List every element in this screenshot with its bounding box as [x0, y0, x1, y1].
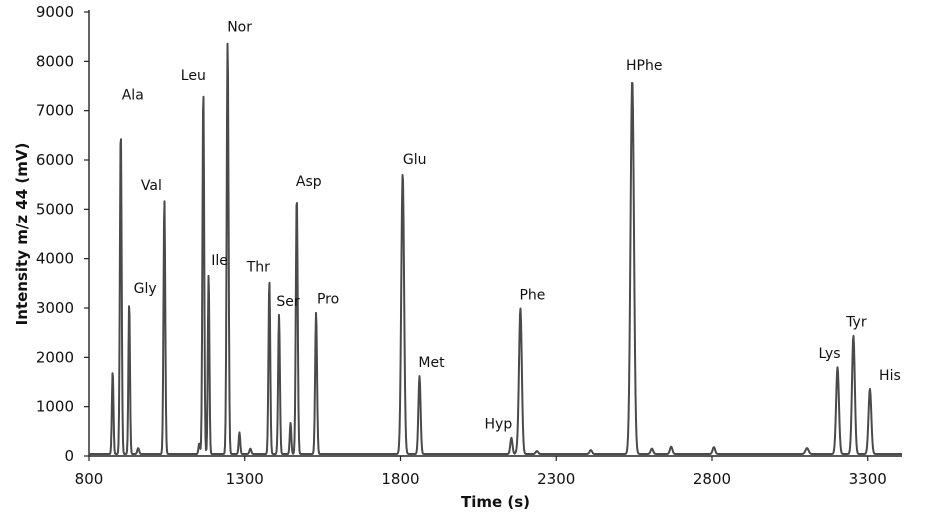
y-tick-label: 5000	[36, 200, 74, 218]
y-axis-title: Intensity m/z 44 (mV)	[13, 143, 31, 326]
peak-label-leu: Leu	[181, 68, 206, 84]
peak-label-ser: Ser	[276, 294, 300, 310]
x-axis-title: Time (s)	[461, 493, 530, 511]
y-axis-ticks: 0 1000 2000 3000 4000 5000 6000 7000 8000 9000	[36, 3, 89, 465]
y-tick-label: 3000	[36, 299, 74, 317]
peak-label-gly: Gly	[134, 281, 157, 297]
peak-label-asp: Asp	[296, 174, 322, 190]
peak-label-hphe: HPhe	[626, 58, 662, 74]
peak-label-ile: Ile	[211, 253, 228, 269]
peak-label-hyp: Hyp	[485, 417, 513, 433]
peak-label-his: His	[879, 368, 901, 384]
x-tick-label: 3300	[849, 470, 887, 488]
peak-label-glu: Glu	[403, 152, 427, 168]
peak-label-tyr: Tyr	[845, 315, 867, 331]
peak-label-val: Val	[141, 178, 162, 194]
y-tick-label: 1000	[36, 398, 74, 416]
y-tick-label: 0	[64, 447, 74, 465]
peak-label-lys: Lys	[818, 346, 840, 362]
x-tick-label: 800	[75, 470, 104, 488]
peak-label-phe: Phe	[519, 287, 545, 303]
peak-label-pro: Pro	[317, 291, 339, 307]
y-tick-label: 6000	[36, 151, 74, 169]
peak-label-met: Met	[418, 355, 445, 371]
y-tick-label: 8000	[36, 52, 74, 70]
x-axis-ticks: 800 1300 1800 2300 2800 3300	[75, 456, 887, 488]
x-tick-label: 2300	[537, 470, 575, 488]
x-tick-label: 2800	[693, 470, 731, 488]
peak-label-thr: Thr	[246, 259, 270, 275]
x-tick-label: 1800	[381, 470, 419, 488]
peak-labels: Ala Gly Val Leu Ile Nor Thr Ser Asp Pro Glu Met Hyp P…	[122, 20, 901, 433]
chromatogram-trace	[88, 42, 903, 455]
y-tick-label: 4000	[36, 250, 74, 268]
y-tick-label: 2000	[36, 348, 74, 366]
peak-label-ala: Ala	[122, 87, 144, 103]
y-tick-label: 9000	[36, 3, 74, 21]
x-tick-label: 1300	[226, 470, 264, 488]
y-tick-label: 7000	[36, 102, 74, 120]
peak-label-nor: Nor	[227, 20, 252, 36]
